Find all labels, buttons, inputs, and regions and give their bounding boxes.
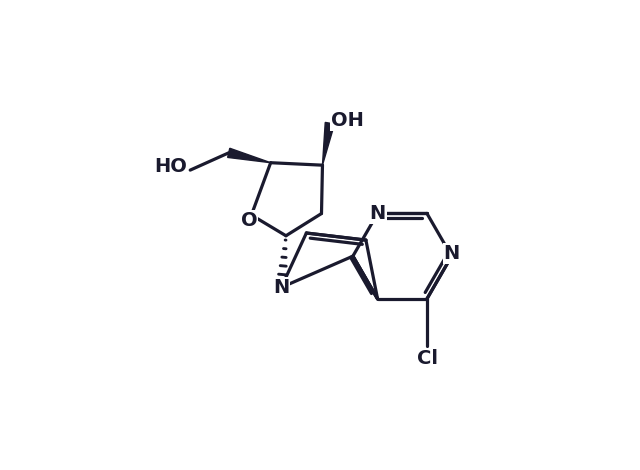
- Polygon shape: [323, 122, 335, 165]
- Text: OH: OH: [332, 111, 364, 130]
- Polygon shape: [228, 148, 271, 163]
- Text: N: N: [444, 244, 460, 263]
- Text: Cl: Cl: [417, 349, 438, 368]
- Text: N: N: [273, 278, 289, 297]
- Text: O: O: [241, 211, 257, 230]
- Text: HO: HO: [154, 157, 187, 176]
- Text: N: N: [369, 204, 386, 223]
